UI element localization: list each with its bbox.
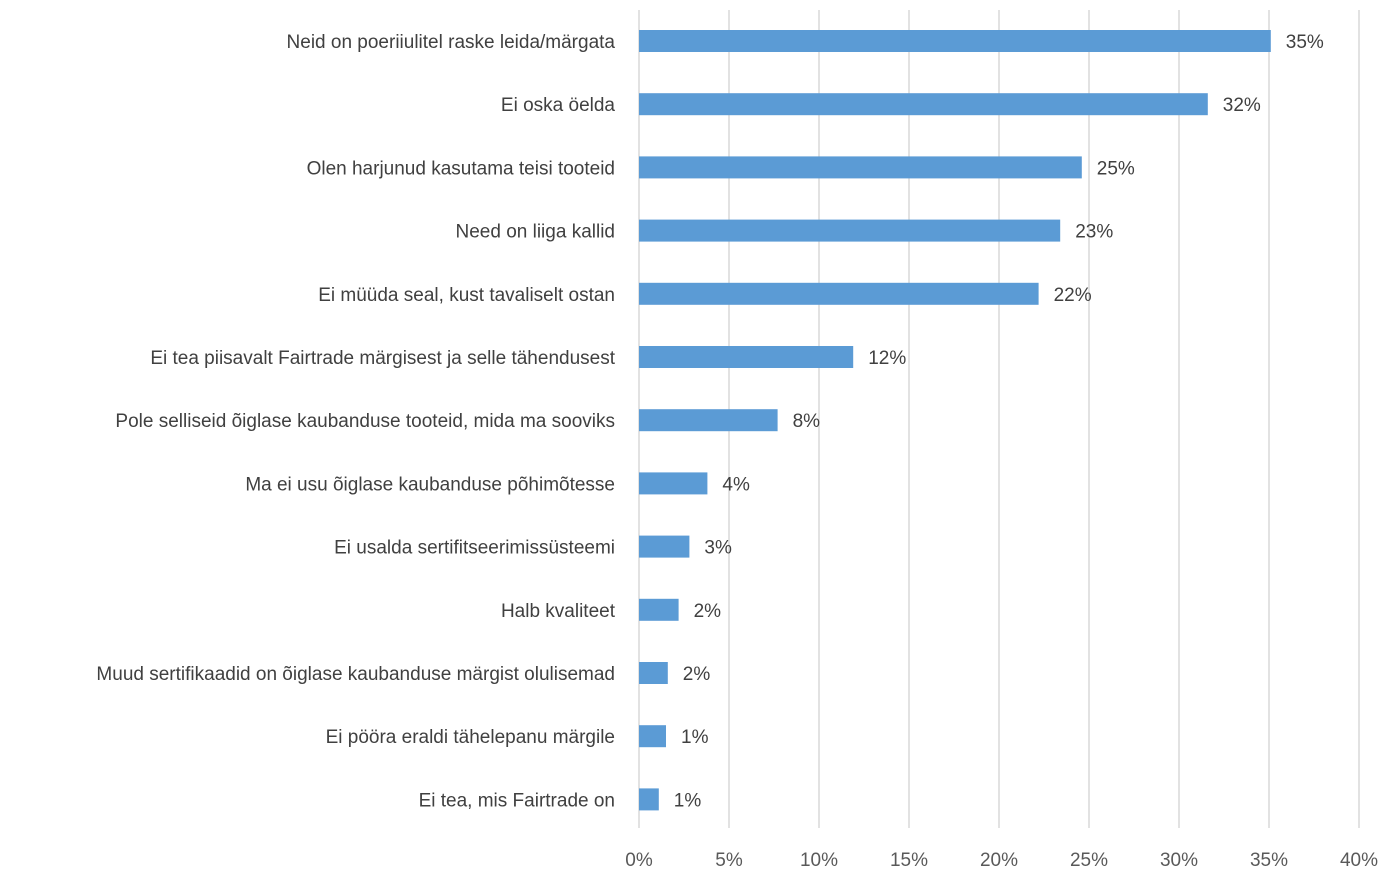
x-tick-label: 35% — [1250, 850, 1288, 870]
category-label: Ma ei usu õiglase kaubanduse põhimõtesse — [245, 474, 615, 495]
data-label: 3% — [704, 538, 732, 559]
bar — [639, 409, 778, 432]
bar — [639, 156, 1082, 179]
category-label: Ei tea, mis Fairtrade on — [419, 790, 615, 811]
bar — [639, 472, 708, 495]
x-tick-label: 40% — [1340, 850, 1378, 870]
category-label: Ei usalda sertifitseerimissüsteemi — [334, 538, 615, 559]
data-label: 4% — [722, 474, 750, 495]
value-labels: 35% 32% 25% 23% 22% 12% 8% 4% 3% 2% 2% 1% 1% — [674, 32, 1324, 811]
bar — [639, 725, 666, 748]
data-label: 1% — [674, 790, 702, 811]
category-label: Ei müüda seal, kust tavaliselt ostan — [318, 285, 615, 306]
category-label: Pole selliseid õiglase kaubanduse tootei… — [115, 411, 615, 432]
category-label: Neid on poeriiulitel raske leida/märgata — [287, 32, 616, 53]
bar — [639, 788, 659, 811]
bar — [639, 30, 1271, 52]
data-label: 22% — [1054, 285, 1092, 306]
category-label: Ei tea piisavalt Fairtrade märgisest ja … — [150, 348, 615, 369]
category-labels: Neid on poeriiulitel raske leida/märgata… — [96, 32, 615, 811]
grid-lines — [638, 10, 1360, 828]
category-label: Need on liiga kallid — [456, 222, 616, 243]
bar — [639, 535, 690, 558]
bars — [639, 30, 1271, 811]
data-label: 2% — [694, 601, 722, 622]
x-tick-label: 15% — [890, 850, 928, 870]
data-label: 35% — [1286, 32, 1324, 53]
data-label: 1% — [681, 727, 709, 748]
x-tick-label: 0% — [625, 850, 653, 870]
bar — [639, 93, 1208, 116]
bar — [639, 219, 1061, 242]
x-tick-label: 10% — [800, 850, 838, 870]
data-label: 23% — [1075, 222, 1113, 243]
x-tick-label: 5% — [715, 850, 743, 870]
data-label: 2% — [683, 664, 711, 685]
data-label: 25% — [1097, 158, 1135, 179]
category-label: Muud sertifikaadid on õiglase kaubanduse… — [96, 664, 615, 685]
category-label: Ei oska öelda — [501, 95, 616, 116]
x-tick-label: 30% — [1160, 850, 1198, 870]
x-tick-label: 20% — [980, 850, 1018, 870]
data-label: 8% — [793, 411, 821, 432]
x-tick-label: 25% — [1070, 850, 1108, 870]
category-label: Ei pööra eraldi tähelepanu märgile — [326, 727, 615, 748]
data-label: 12% — [868, 348, 906, 369]
bar — [639, 598, 679, 621]
category-label: Olen harjunud kasutama teisi tooteid — [307, 158, 615, 179]
x-axis-tick-labels: 0% 5% 10% 15% 20% 25% 30% 35% 40% — [625, 850, 1378, 870]
category-label: Halb kvaliteet — [501, 601, 616, 622]
data-label: 32% — [1223, 95, 1261, 116]
bar — [639, 662, 668, 684]
bar — [639, 346, 854, 368]
bar — [639, 282, 1039, 305]
